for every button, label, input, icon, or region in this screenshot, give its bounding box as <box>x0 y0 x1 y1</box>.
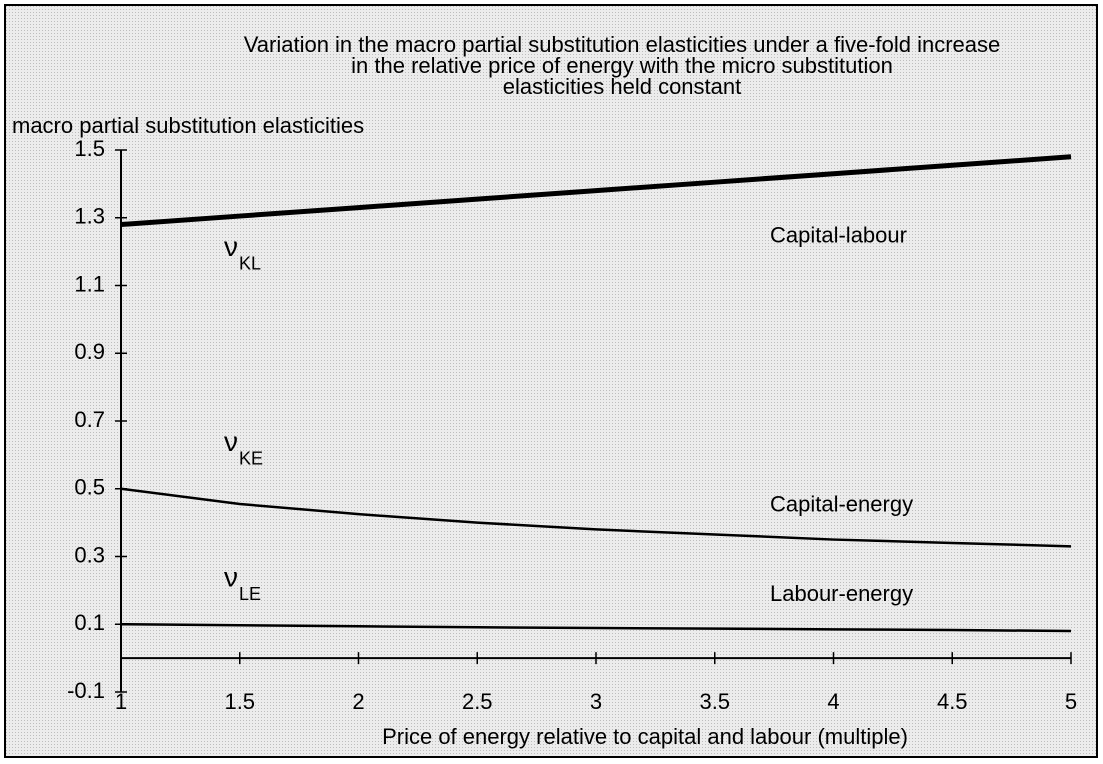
x-tick-label: 3.5 <box>699 689 730 714</box>
series-subscript: KE <box>239 449 263 469</box>
series-line <box>120 154 1072 228</box>
y-axis-label: macro partial substitution elasticities <box>12 113 364 138</box>
series-symbol: ν <box>224 231 238 262</box>
x-tick-label: 4.5 <box>937 689 968 714</box>
x-tick-label: 2 <box>352 689 364 714</box>
y-tick-label: 1.3 <box>74 204 105 229</box>
y-tick-label: -0.1 <box>67 678 105 703</box>
x-tick-label: 3 <box>590 689 602 714</box>
series-symbol: ν <box>224 562 238 593</box>
y-tick-label: 1.1 <box>74 271 105 296</box>
x-axis-label: Price of energy relative to capital and … <box>382 724 908 749</box>
y-tick-label: 0.9 <box>74 339 105 364</box>
series-symbol: ν <box>224 426 238 457</box>
x-tick-label: 1 <box>115 689 127 714</box>
series-line <box>120 487 1072 548</box>
chart-title: in the relative price of energy with the… <box>351 53 893 78</box>
x-tick-label: 2.5 <box>462 689 493 714</box>
y-tick-label: 1.5 <box>74 136 105 161</box>
series-subscript: LE <box>239 584 261 604</box>
chart-title: Variation in the macro partial substitut… <box>244 32 1001 57</box>
chart-title: elasticities held constant <box>503 74 741 99</box>
y-tick-label: 0.3 <box>74 542 105 567</box>
x-tick-label: 1.5 <box>224 689 255 714</box>
y-tick-label: 0.5 <box>74 475 105 500</box>
chart-frame <box>4 4 1098 758</box>
series-label: Capital-labour <box>770 223 907 248</box>
x-tick-label: 5 <box>1065 689 1077 714</box>
series-subscript: KL <box>239 253 261 273</box>
y-tick-label: 0.7 <box>74 407 105 432</box>
x-tick-label: 4 <box>827 689 839 714</box>
series-label: Capital-energy <box>770 491 913 516</box>
series-label: Labour-energy <box>770 581 913 606</box>
series-line <box>120 623 1072 633</box>
y-tick-label: 0.1 <box>74 610 105 635</box>
